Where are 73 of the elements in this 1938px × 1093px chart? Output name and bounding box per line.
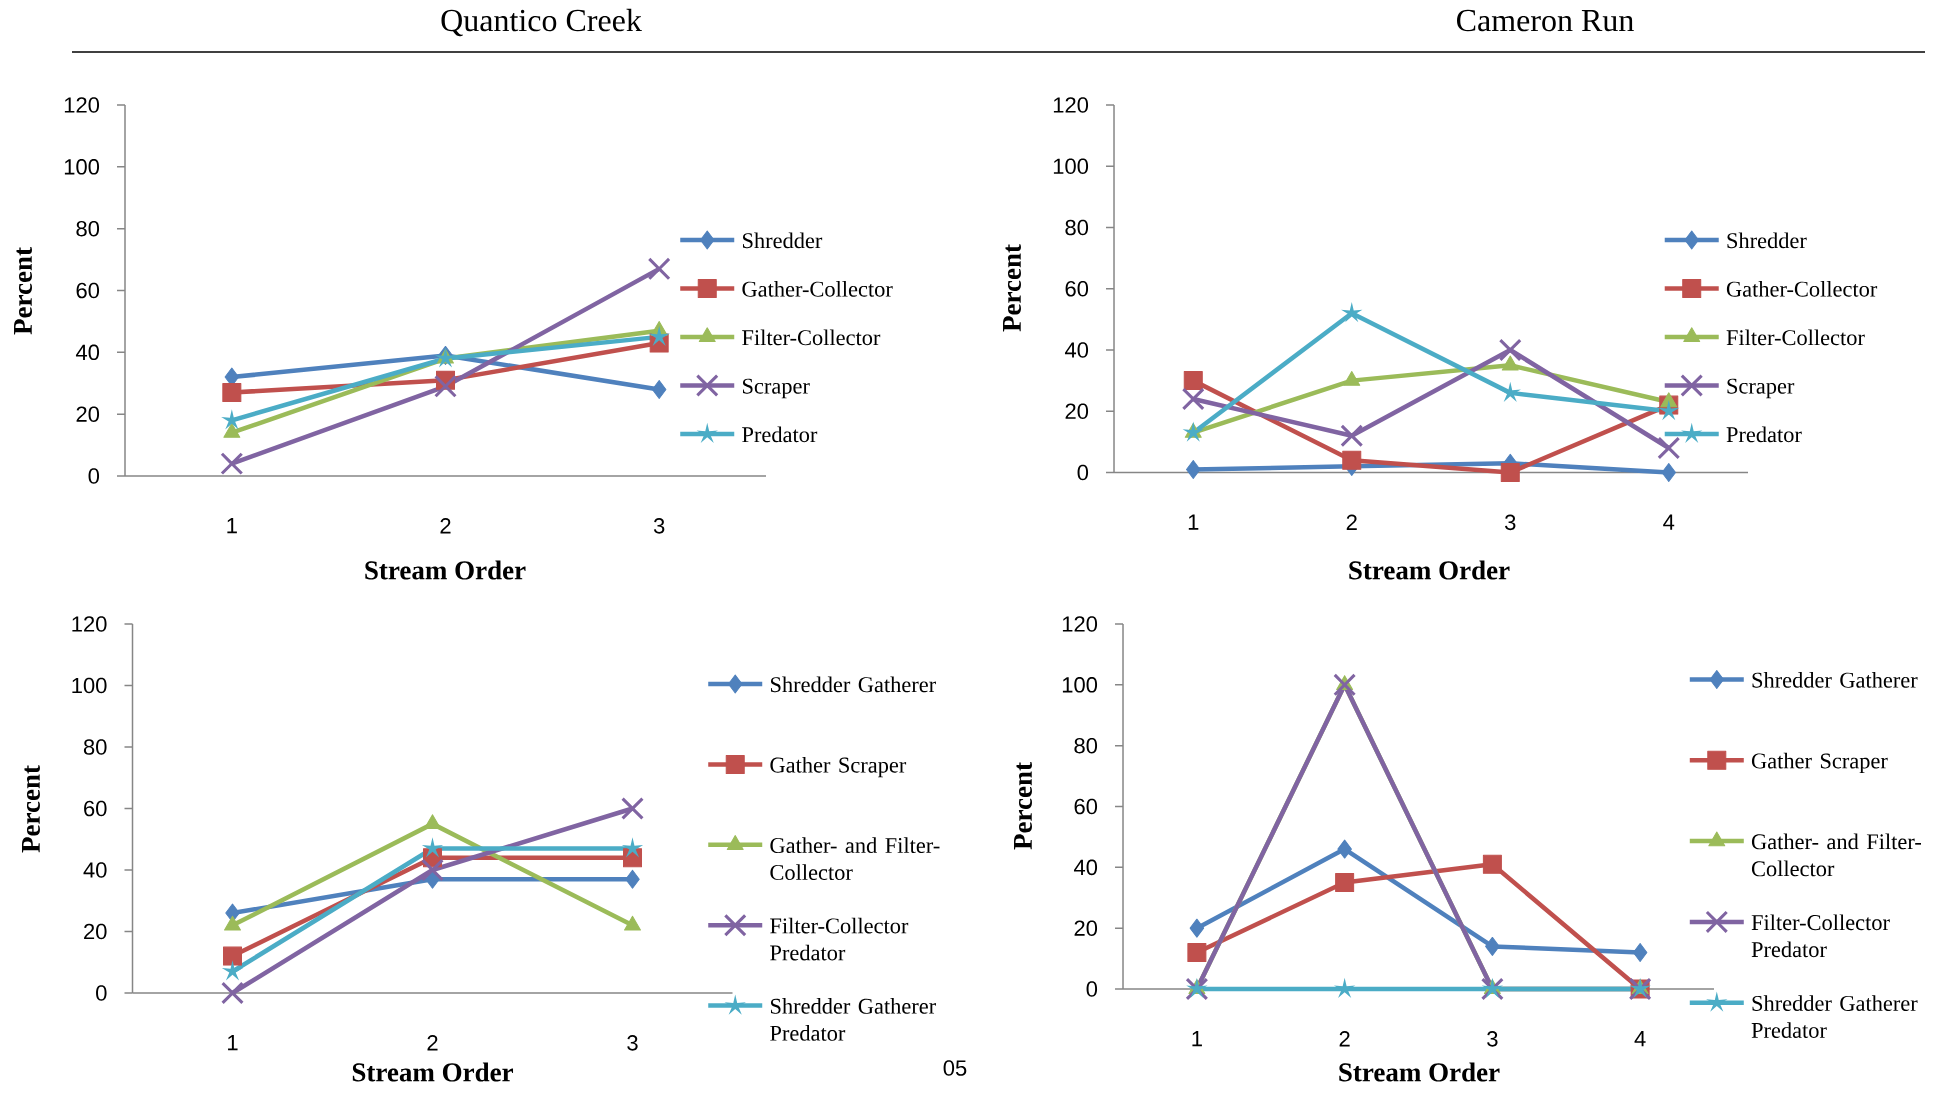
y-tick-label: 120 xyxy=(1062,616,1098,632)
legend-label: Filter-Collector Predator xyxy=(770,917,909,961)
y-tick-label: 100 xyxy=(64,159,100,175)
x-tick-label: 2 xyxy=(1346,514,1357,530)
chart-title: Cameron Run xyxy=(1457,9,1634,32)
y-tick-label: 120 xyxy=(64,97,100,113)
legend-label: Shredder Gatherer Predator xyxy=(1751,995,1918,1038)
x-axis-title: Stream Order xyxy=(1349,560,1510,580)
y-tick-label: 40 xyxy=(1073,859,1098,876)
y-axis-title: Percent xyxy=(14,247,32,335)
legend-label: Filter-Collector xyxy=(1726,329,1865,346)
legend-label: Shredder xyxy=(1727,232,1807,249)
x-axis-title: Stream Order xyxy=(1339,1062,1500,1082)
legend-label: Shredder Gatherer xyxy=(770,676,936,693)
y-tick-label: 60 xyxy=(1074,798,1098,815)
legend-label: Shredder Gatherer xyxy=(1752,671,1918,688)
x-tick-label: 1 xyxy=(1188,514,1199,530)
y-tick-label: 80 xyxy=(76,220,100,237)
y-tick-label: 20 xyxy=(1065,403,1089,420)
y-tick-label: 80 xyxy=(83,739,107,755)
legend-label: Gather- and Filter-Collector xyxy=(770,837,940,881)
y-tick-label: 80 xyxy=(1065,219,1089,236)
y-tick-label: 60 xyxy=(76,282,100,299)
y-tick-label: 100 xyxy=(72,677,107,694)
x-tick-label: 4 xyxy=(1634,1031,1646,1047)
x-tick-label: 1 xyxy=(227,518,237,534)
y-axis-title: Percent xyxy=(1014,762,1032,850)
legend-label: Gather Scraper xyxy=(1751,752,1888,774)
y-tick-label: 100 xyxy=(1053,158,1089,175)
legend-label: Scraper xyxy=(1727,378,1795,399)
y-tick-label: 80 xyxy=(1074,737,1098,754)
y-tick-label: 40 xyxy=(83,862,107,878)
y-tick-label: 60 xyxy=(84,800,107,817)
y-tick-label: 0 xyxy=(1086,981,1098,997)
y-tick-label: 0 xyxy=(96,985,107,1001)
y-tick-label: 40 xyxy=(75,344,100,361)
x-tick-label: 2 xyxy=(1339,1031,1350,1047)
y-axis-title: Percent xyxy=(21,765,40,853)
y-tick-label: 120 xyxy=(72,616,107,632)
y-tick-label: 20 xyxy=(76,406,100,422)
x-tick-label: 2 xyxy=(440,518,451,534)
legend-label: Predator xyxy=(742,426,818,443)
x-tick-label: 2 xyxy=(427,1035,438,1051)
y-tick-label: 100 xyxy=(1062,677,1098,693)
y-tick-label: 20 xyxy=(1074,920,1098,936)
legend-label: Filter-Collector xyxy=(742,329,881,346)
x-axis-title: Stream Order xyxy=(352,1062,514,1082)
x-tick-label: 3 xyxy=(653,518,665,534)
legend-label: Gather- and Filter-Collector xyxy=(1751,833,1922,877)
legend-label: Filter-Collector Predator xyxy=(1751,914,1890,958)
legend-label: Predator xyxy=(1726,426,1802,443)
y-tick-label: 60 xyxy=(1065,280,1089,297)
x-tick-label: 4 xyxy=(1663,514,1675,530)
x-tick-label: 3 xyxy=(627,1035,638,1051)
y-tick-label: 0 xyxy=(1077,464,1089,481)
chart-title: Quantico Creek xyxy=(441,8,642,37)
y-tick-label: 20 xyxy=(84,923,107,940)
legend-label: Gather Scraper xyxy=(770,756,907,778)
x-tick-label: 3 xyxy=(1487,1031,1498,1047)
y-tick-label: 0 xyxy=(88,468,100,484)
y-tick-label: 40 xyxy=(1064,342,1089,358)
x-tick-label: 1 xyxy=(1192,1031,1202,1047)
y-axis-title: Percent xyxy=(1003,244,1021,332)
legend-label: Shredder xyxy=(743,232,823,249)
legend-label: Gather-Collector xyxy=(1726,280,1878,297)
x-tick-label: 1 xyxy=(228,1035,238,1051)
legend-label: Gather-Collector xyxy=(742,280,893,297)
text: 05 xyxy=(943,1060,967,1076)
x-tick-label: 3 xyxy=(1504,514,1516,531)
legend-label: Scraper xyxy=(743,378,810,399)
x-axis-title: Stream Order xyxy=(365,560,526,580)
y-tick-label: 120 xyxy=(1053,97,1089,113)
legend-label: Shredder Gatherer Predator xyxy=(770,998,936,1041)
